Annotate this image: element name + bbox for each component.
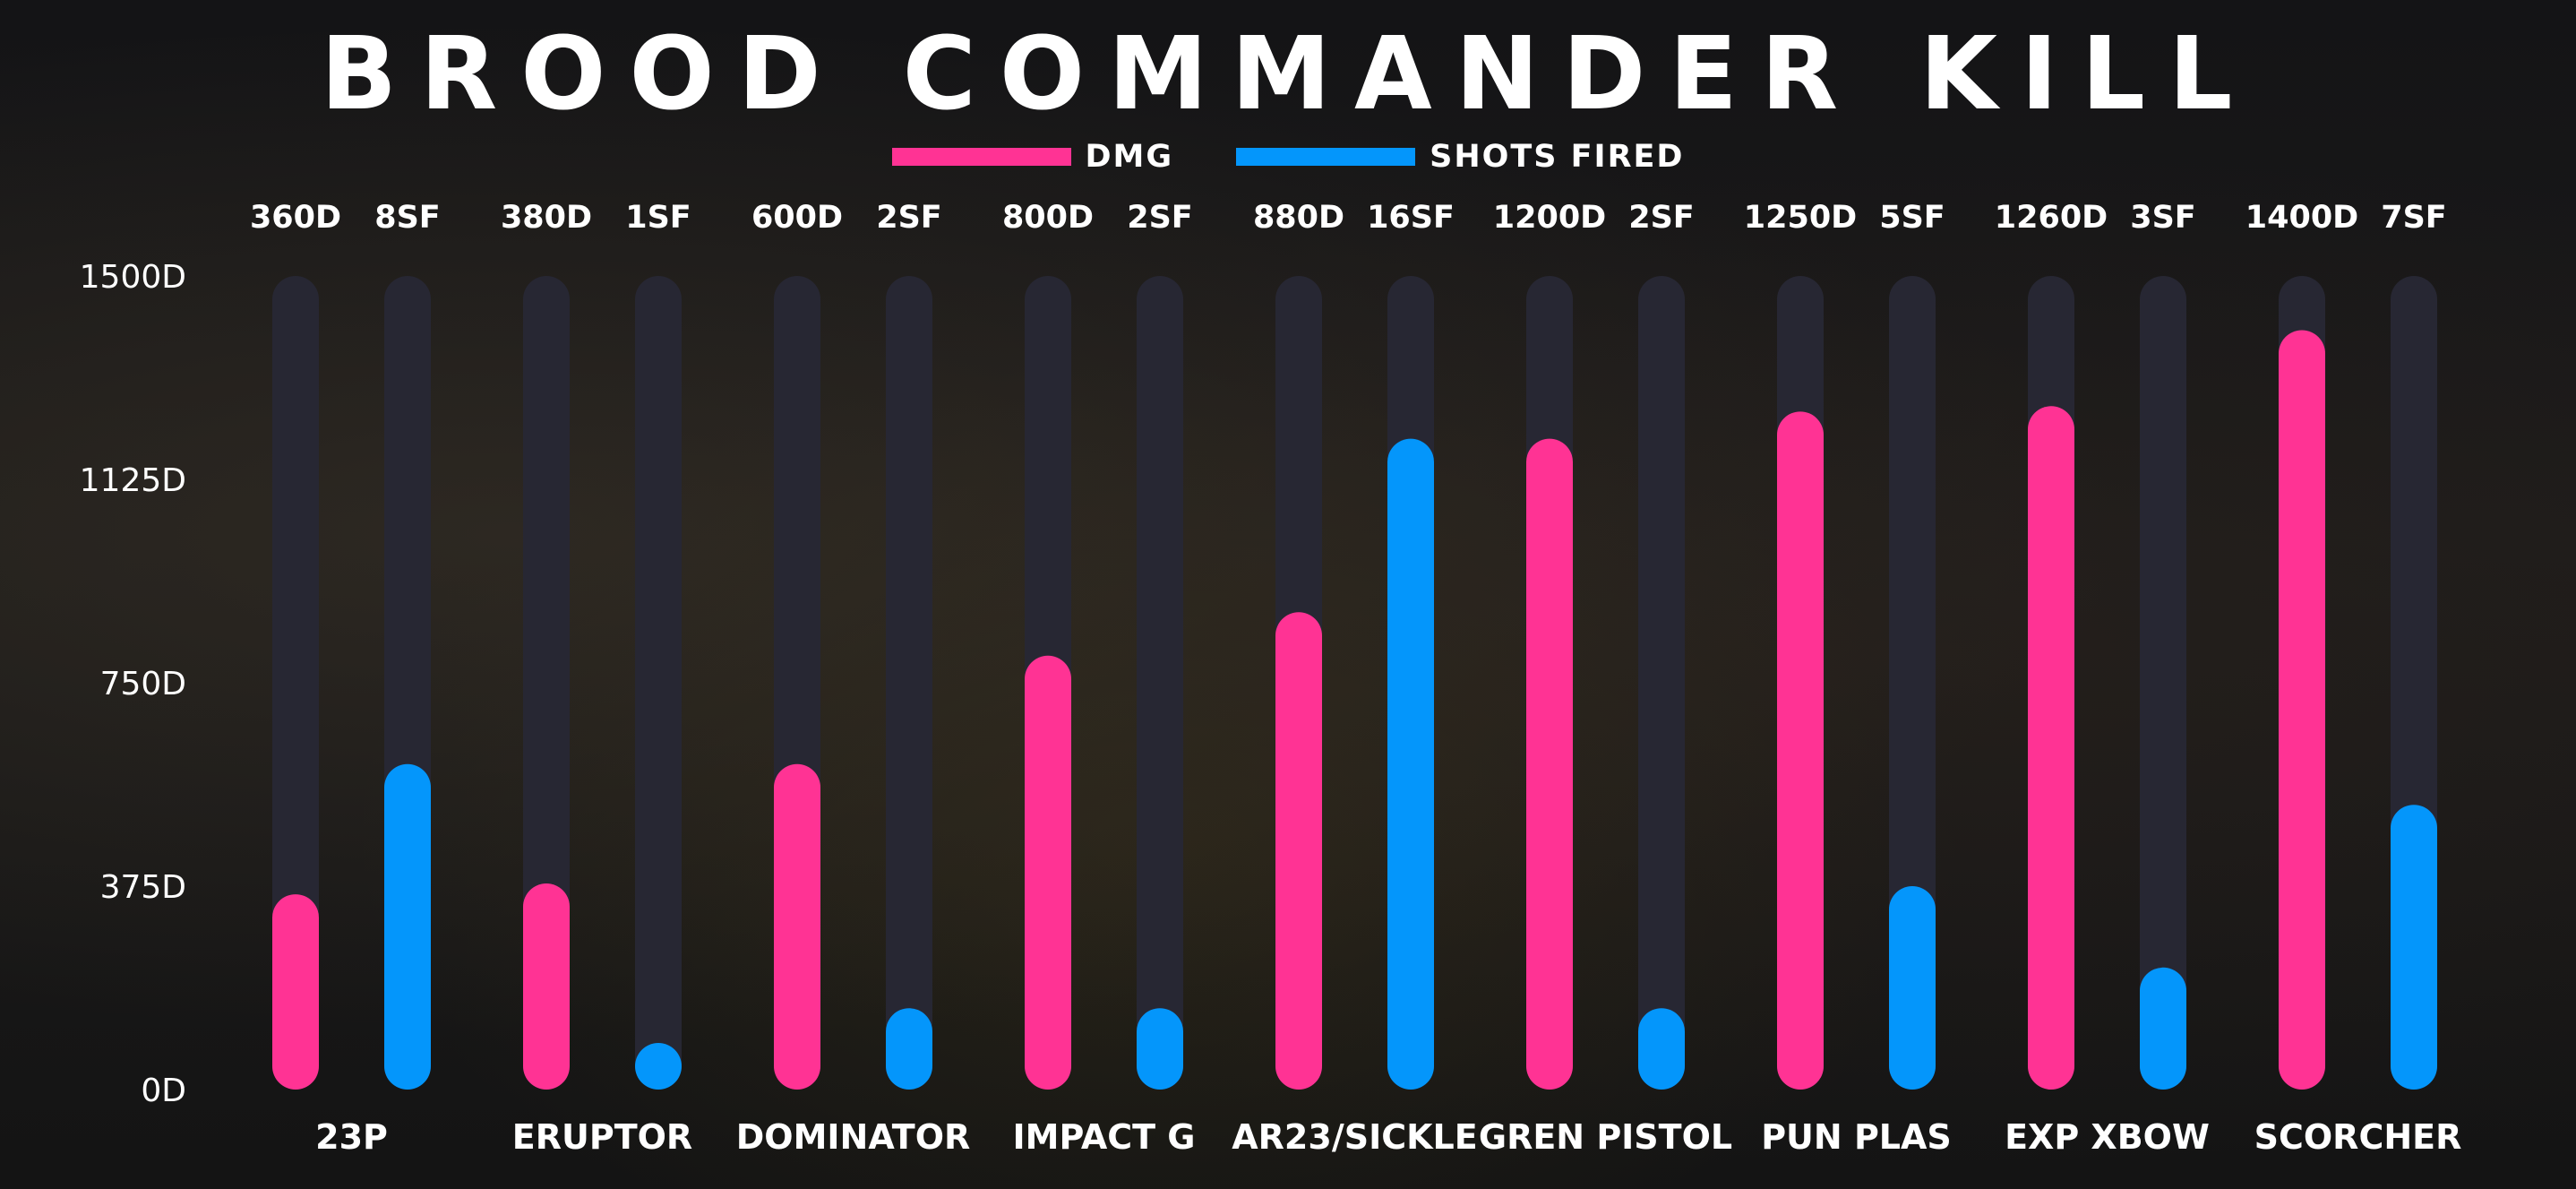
- dmg-bar: [1777, 411, 1824, 1090]
- category-label: 23P: [315, 1117, 388, 1157]
- bar-track: [1638, 276, 1685, 1090]
- bar-track: [1137, 276, 1183, 1090]
- legend-item-dmg: DMG: [891, 139, 1174, 175]
- category-label: ERUPTOR: [512, 1117, 692, 1157]
- dmg-bar: [1526, 438, 1573, 1090]
- bar-track: [635, 276, 682, 1090]
- y-tick-label: 750D: [100, 666, 186, 702]
- category-label: SCORCHER: [2254, 1117, 2462, 1157]
- y-tick-label: 375D: [100, 869, 186, 906]
- category-label: DOMINATOR: [736, 1117, 971, 1157]
- shots-fired-bar: [635, 1043, 682, 1090]
- legend-label-dmg: DMG: [1085, 139, 1174, 175]
- shots-fired-bar: [2391, 805, 2437, 1090]
- dmg-value-label: 600D: [751, 200, 843, 236]
- shots-fired-bar: [384, 763, 431, 1090]
- shots-fired-value-label: 2SF: [1127, 200, 1192, 236]
- dmg-bar: [774, 763, 820, 1090]
- dmg-value-label: 880D: [1253, 200, 1344, 236]
- category-label: EXP XBOW: [2005, 1117, 2210, 1157]
- shots-fired-value-label: 3SF: [2130, 200, 2195, 236]
- dmg-value-label: 380D: [501, 200, 592, 236]
- legend-item-shots-fired: SHOTS FIRED: [1236, 139, 1684, 175]
- dmg-value-label: 1260D: [1995, 200, 2108, 236]
- dmg-value-label: 1400D: [2245, 200, 2358, 236]
- y-tick-label: 0D: [141, 1073, 186, 1109]
- chart-title: BROOD COMMANDER KILL: [320, 16, 2256, 133]
- category-label: IMPACT G: [1013, 1117, 1196, 1157]
- dmg-value-label: 360D: [250, 200, 341, 236]
- shots-fired-value-label: 2SF: [1628, 200, 1694, 236]
- dmg-value-label: 800D: [1002, 200, 1094, 236]
- legend-swatch-shots-fired: [1236, 148, 1416, 166]
- dmg-value-label: 1200D: [1493, 200, 1606, 236]
- bar-track: [1889, 276, 1936, 1090]
- dmg-bar: [2028, 406, 2074, 1090]
- dmg-value-label: 1250D: [1744, 200, 1857, 236]
- shots-fired-value-label: 7SF: [2381, 200, 2446, 236]
- bar-track: [886, 276, 932, 1090]
- dmg-bar: [1275, 612, 1322, 1090]
- category-label: PUN PLAS: [1761, 1117, 1952, 1157]
- bar-track: [523, 276, 570, 1090]
- legend-label-shots-fired: SHOTS FIRED: [1430, 139, 1685, 175]
- dmg-bar: [272, 894, 319, 1090]
- shots-fired-value-label: 2SF: [876, 200, 941, 236]
- shots-fired-value-label: 1SF: [625, 200, 691, 236]
- shots-fired-bar: [1638, 1008, 1685, 1090]
- shots-fired-bar: [1387, 438, 1434, 1090]
- dmg-bar: [1025, 655, 1071, 1090]
- category-label: GREN PISTOL: [1479, 1117, 1732, 1157]
- dmg-bar: [523, 883, 570, 1090]
- category-label: AR23/SICKLE: [1232, 1117, 1477, 1157]
- shots-fired-bar: [886, 1008, 932, 1090]
- shots-fired-bar: [1889, 886, 1936, 1090]
- shots-fired-bar: [1137, 1008, 1183, 1090]
- shots-fired-value-label: 8SF: [374, 200, 440, 236]
- bar-track: [2140, 276, 2186, 1090]
- y-tick-label: 1500D: [80, 259, 186, 296]
- y-tick-label: 1125D: [80, 462, 186, 499]
- legend-swatch-dmg: [891, 148, 1071, 166]
- legend: DMG SHOTS FIRED: [0, 139, 2576, 175]
- dmg-bar: [2279, 330, 2325, 1090]
- bar-track: [272, 276, 319, 1090]
- shots-fired-value-label: 5SF: [1879, 200, 1945, 236]
- shots-fired-value-label: 16SF: [1367, 200, 1455, 236]
- shots-fired-bar: [2140, 967, 2186, 1090]
